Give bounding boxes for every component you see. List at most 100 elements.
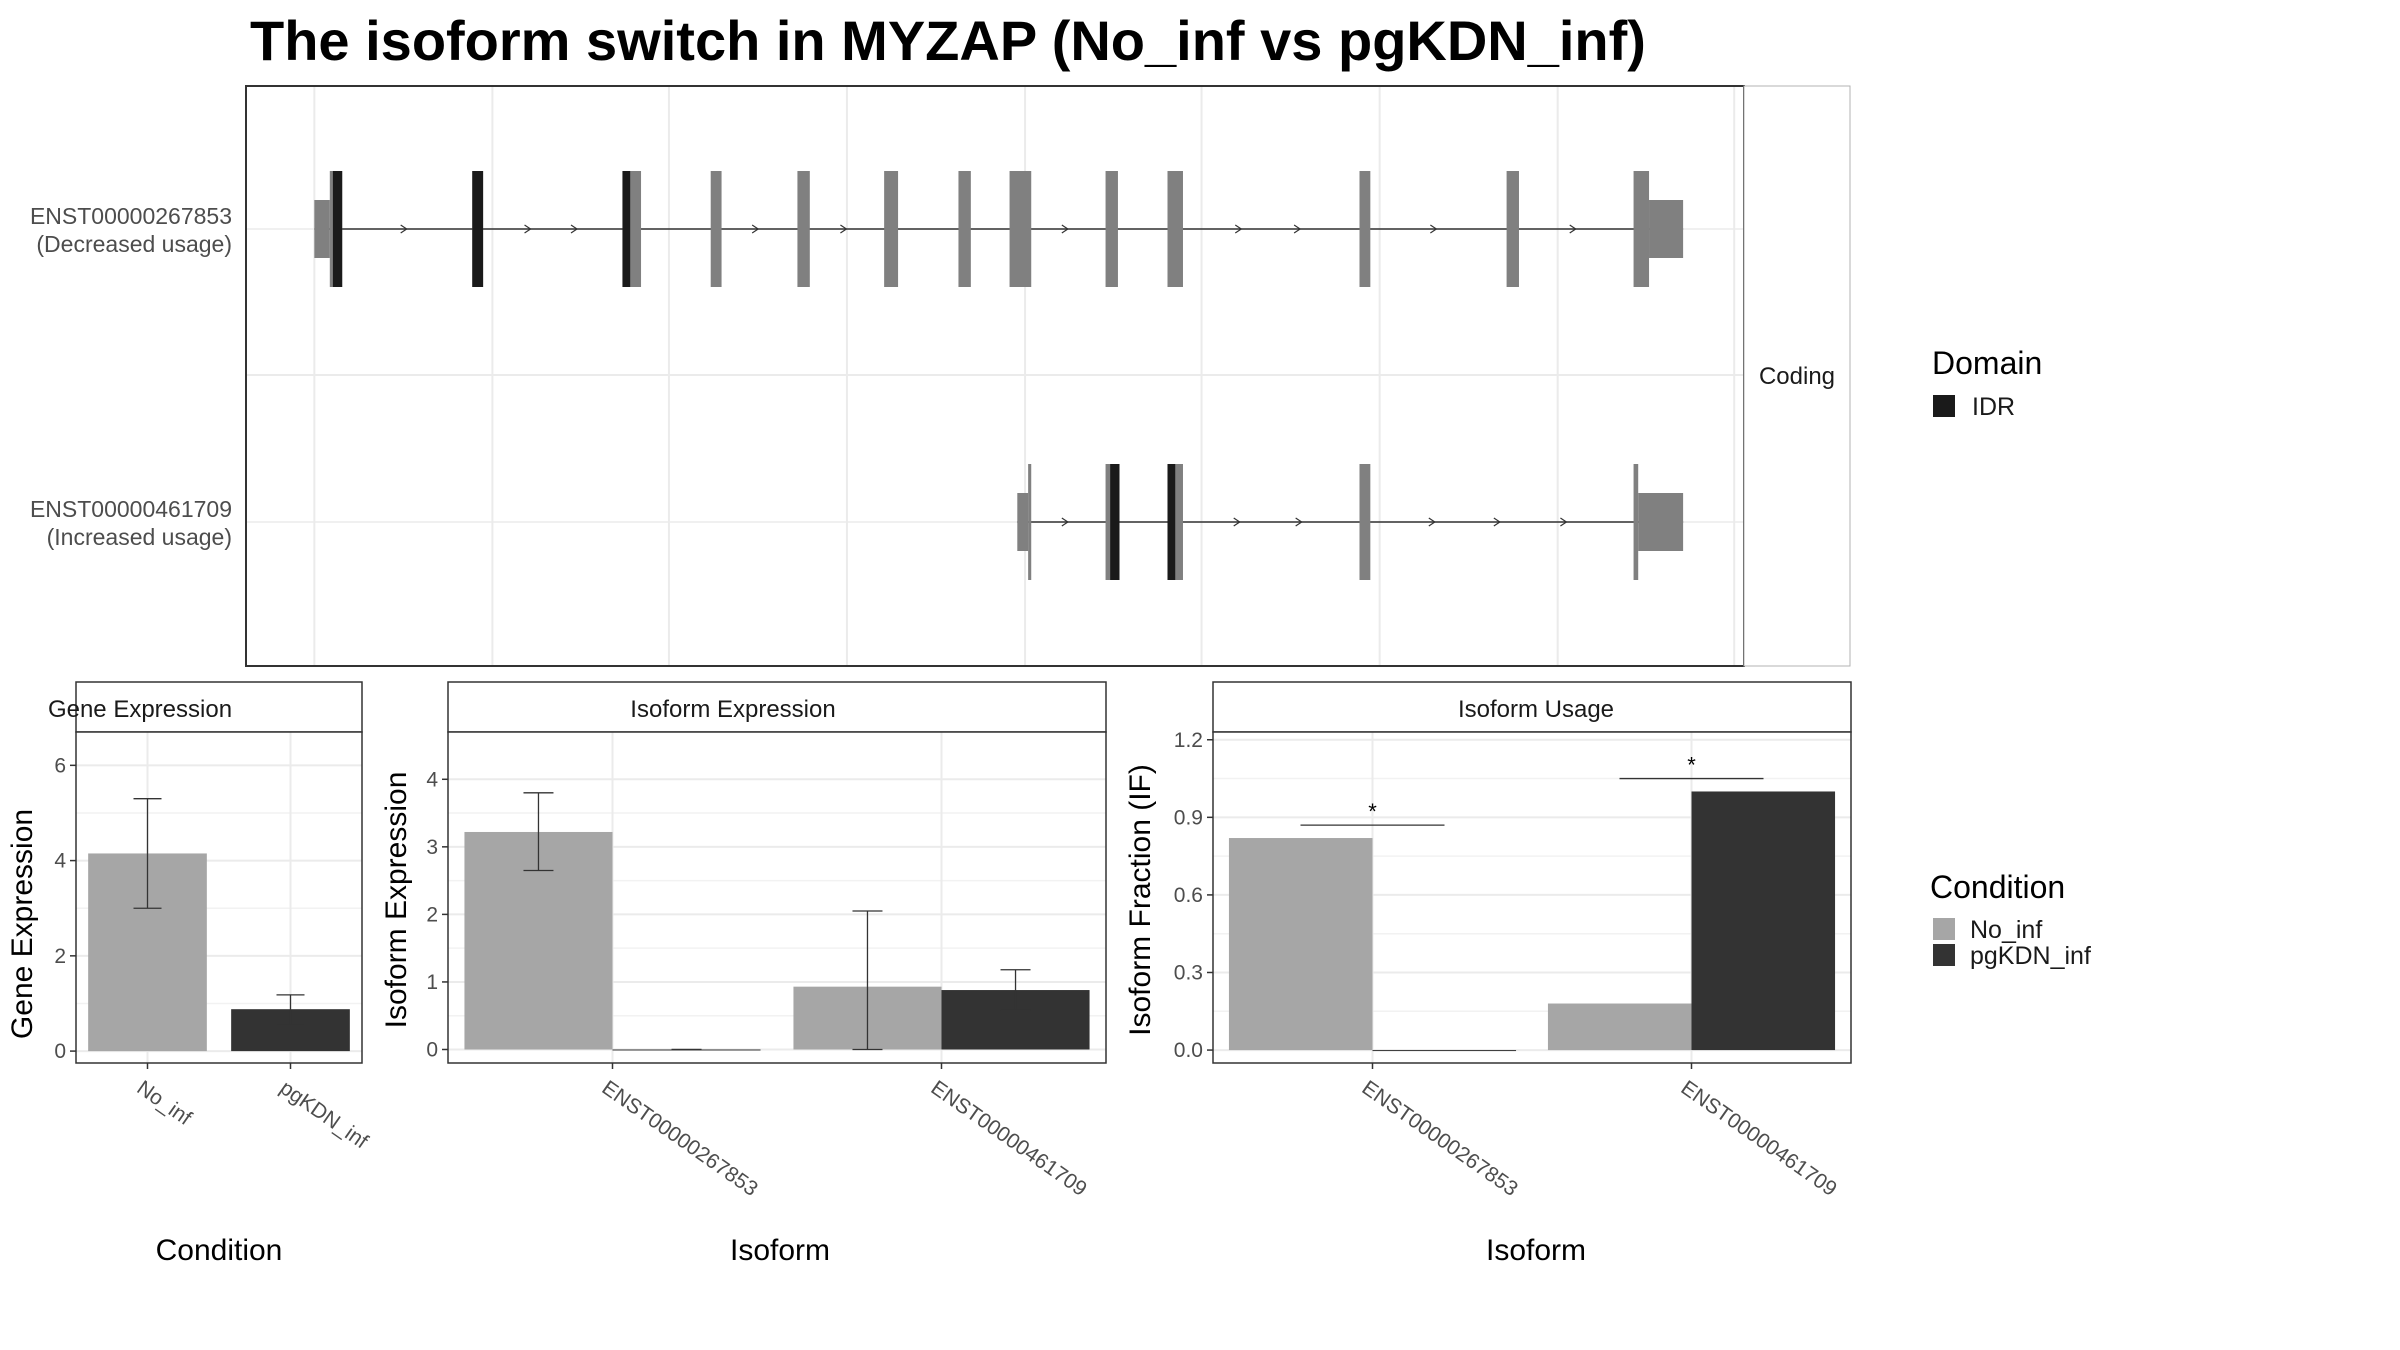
isoform-expression-plot-border	[447, 731, 1107, 1064]
idr-domain-segment	[332, 171, 343, 287]
idr-domain-segment	[1167, 464, 1176, 580]
intron-direction-arrow	[1293, 224, 1302, 234]
isoform-usage-bar-pgkdn-inf	[1372, 1050, 1517, 1052]
coding-exon	[1359, 171, 1371, 287]
isoform-usage-y-tick-label: 0.3	[1174, 961, 1203, 984]
isoform-usage-significance-label: *	[1687, 753, 1696, 778]
isoform-usage-y-tick-label: 0.6	[1174, 884, 1203, 907]
intron-direction-arrow	[751, 224, 760, 234]
transcript-track-2	[1017, 464, 1684, 580]
utr-exon	[1649, 200, 1684, 258]
idr-domain-segment	[472, 171, 484, 287]
isoform-expression-y-tick-label: 0	[426, 1038, 438, 1061]
gene-expression-panel: 0 2 4 6 No_inf pgKDN_inf Gene Expression Cond…	[6, 681, 373, 1267]
gene-expression-y-tick-label: 4	[54, 850, 66, 873]
track-1-id-label: ENST00000267853	[30, 203, 232, 229]
intron-direction-arrow	[1428, 517, 1436, 527]
gene-expression-x-title: Condition	[156, 1234, 283, 1267]
isoform-usage-x-title: Isoform	[1486, 1234, 1586, 1267]
coding-exon	[1028, 464, 1032, 580]
isoform-expression-x-tick-label: ENST00000461709	[927, 1076, 1091, 1201]
idr-domain-segment	[622, 171, 631, 287]
isoform-usage-y-title: Isoform Fraction (IF)	[1124, 764, 1157, 1036]
isoform-expression-y-tick-label: 1	[426, 971, 438, 994]
facet-label: Coding	[1759, 363, 1835, 390]
isoform-usage-panel: * * 0.0 0.3 0.6 0.9 1.2 ENST00000267853 ENST0000…	[1124, 681, 1852, 1267]
facet-strip	[1743, 85, 1851, 667]
isoform-expression-x-tick-label: ENST00000267853	[598, 1076, 762, 1201]
utr-exon	[1017, 493, 1029, 551]
legend-label-pgkdn-inf: pgKDN_inf	[1970, 942, 2091, 970]
intron-direction-arrow	[1061, 224, 1069, 234]
coding-exon	[1633, 171, 1650, 287]
intron-direction-arrow	[1234, 224, 1243, 234]
intron-direction-arrow	[1569, 224, 1577, 234]
isoform-expression-strip	[447, 681, 1107, 733]
gene-expression-strip-title: Gene Expression	[48, 696, 232, 723]
coding-exon	[797, 171, 810, 287]
gene-expression-y-title: Gene Expression	[6, 809, 39, 1039]
legend-key-idr	[1933, 395, 1955, 417]
legend-key-pgkdn-inf	[1933, 944, 1955, 966]
domain-legend-title: Domain	[1932, 345, 2042, 381]
legend-label-no-inf: No_inf	[1970, 916, 2042, 944]
coding-exon	[884, 171, 899, 287]
gene-expression-y-tick-label: 6	[54, 754, 66, 777]
isoform-expression-panel: 0 1 2 3 4 ENST00000267853 ENST00000461709 Isof…	[380, 681, 1107, 1267]
track-2-id-label: ENST00000461709	[30, 496, 232, 522]
isoform-usage-strip-title: Isoform Usage	[1458, 696, 1614, 723]
isoform-usage-plot: * * 0.0 0.3 0.6 0.9 1.2 ENST00000267853 ENST0000…	[1174, 681, 1852, 1201]
isoform-expression-y-tick-label: 2	[426, 903, 438, 926]
idr-domain-segment	[1110, 464, 1120, 580]
isoform-expression-y-tick-label: 3	[426, 836, 438, 859]
coding-exon	[1167, 171, 1183, 287]
isoform-usage-bar-no-inf	[1228, 838, 1373, 1051]
transcript-tracks	[314, 171, 1684, 580]
coding-exon	[1009, 171, 1032, 287]
intron-direction-arrow	[840, 224, 848, 234]
figure-title: The isoform switch in MYZAP (No_inf vs p…	[250, 9, 1646, 72]
isoform-usage-y-tick-label: 0.0	[1174, 1039, 1203, 1062]
intron-direction-arrow	[524, 224, 532, 234]
isoform-usage-plot-border	[1212, 731, 1852, 1064]
isoform-usage-y-tick-label: 1.2	[1174, 729, 1203, 752]
gene-expression-plot-border	[75, 731, 363, 1064]
coding-exon	[1105, 171, 1118, 287]
coding-exon	[1633, 464, 1639, 580]
intron-direction-arrow	[1560, 517, 1568, 527]
intron-direction-arrow	[1233, 517, 1241, 527]
isoform-expression-plot: 0 1 2 3 4 ENST00000267853 ENST00000461709	[426, 681, 1107, 1201]
intron-direction-arrow	[1430, 224, 1438, 234]
coding-exon	[1359, 464, 1371, 580]
isoform-usage-x-tick-label: ENST00000461709	[1677, 1076, 1841, 1201]
intron-direction-arrow	[570, 224, 579, 234]
isoform-usage-bar-no-inf	[1547, 1003, 1692, 1051]
track-1-usage-label: (Decreased usage)	[36, 231, 232, 257]
intron-direction-arrow	[400, 224, 408, 234]
legend-key-no-inf	[1933, 918, 1955, 940]
gene-expression-y-tick-label: 0	[54, 1040, 66, 1063]
isoform-expression-y-title: Isoform Expression	[380, 772, 413, 1029]
isoform-usage-x-tick-label: ENST00000267853	[1358, 1076, 1522, 1201]
coding-exon	[958, 171, 971, 287]
legend-label-idr: IDR	[1972, 393, 2015, 421]
intron-direction-arrow	[1295, 517, 1303, 527]
transcript-track-1	[314, 171, 1684, 287]
domain-legend: Domain IDR	[1932, 345, 2042, 421]
utr-exon	[314, 200, 330, 258]
gene-expression-plot: 0 2 4 6 No_inf pgKDN_inf	[54, 681, 373, 1153]
isoform-usage-bar-pgkdn-inf	[1691, 791, 1836, 1051]
condition-legend-title: Condition	[1930, 869, 2065, 905]
gene-expression-y-tick-label: 2	[54, 945, 66, 968]
intron-direction-arrow	[1061, 517, 1069, 527]
gene-expression-x-tick-label: pgKDN_inf	[276, 1076, 373, 1153]
transcript-structure-panel: Coding ENST00000267853 (Decreased usage)…	[30, 85, 1851, 667]
intron-direction-arrow	[1493, 517, 1501, 527]
isoform-usage-y-tick-label: 0.9	[1174, 806, 1203, 829]
coding-exon	[1506, 171, 1519, 287]
isoform-expression-y-tick-label: 4	[426, 768, 438, 791]
gene-expression-x-tick-label: No_inf	[133, 1076, 196, 1130]
isoform-expression-x-title: Isoform	[730, 1234, 830, 1267]
isoform-usage-strip	[1212, 681, 1852, 733]
